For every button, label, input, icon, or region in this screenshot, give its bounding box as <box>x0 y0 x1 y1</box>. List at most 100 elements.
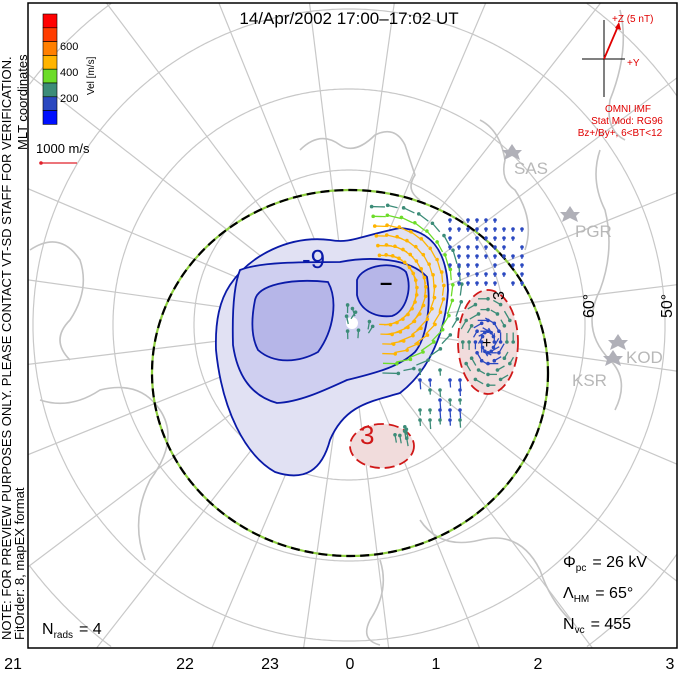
velocity-vector-origin <box>376 243 380 248</box>
velocity-vector <box>455 301 462 317</box>
velocity-vector-origin <box>428 246 432 251</box>
velocity-vector-origin <box>493 227 497 231</box>
potential-max-marker: + <box>482 335 491 352</box>
latitude-circle <box>112 88 586 562</box>
stats-panel: Φpc = 26 kV ΛHM = 65° Nvc = 455 Nrads = 4 <box>42 554 647 641</box>
map-area: -9 – 3 3 + SAS PGR KOD KSR 60° 50° <box>28 3 677 648</box>
colorbar-label: Vel [m/s] <box>86 56 97 95</box>
velocity-vector-origin <box>438 398 442 402</box>
velocity-vector-origin <box>435 257 439 262</box>
velocity-vector-origin <box>384 233 389 237</box>
mlt-tick-22: 22 <box>176 656 194 673</box>
velocity-vector-origin <box>492 321 497 326</box>
velocity-vector-origin <box>450 298 455 303</box>
velocity-vector-origin <box>475 236 479 240</box>
velocity-vector <box>429 247 437 259</box>
contour-label-positive-dawn: 3 <box>491 291 508 300</box>
velocity-vector <box>443 235 451 247</box>
preview-note: NOTE: FOR PREVIEW PURPOSES ONLY. PLEASE … <box>0 56 14 640</box>
velocity-vector-origin <box>405 238 409 243</box>
velocity-vector <box>408 351 424 359</box>
velocity-vector-origin <box>491 334 496 339</box>
velocity-vector-origin <box>448 218 452 222</box>
velocity-vector-origin <box>497 351 501 355</box>
velocity-vector-origin <box>385 203 390 208</box>
velocity-vector <box>386 224 400 229</box>
velocity-vector-origin <box>459 299 464 304</box>
velocity-vector-origin <box>374 234 379 238</box>
mlt-tick-1: 1 <box>432 656 441 673</box>
velocity-vector-origin <box>493 218 497 222</box>
velocity-vector-origin <box>451 248 455 253</box>
velocity-vector-origin <box>385 223 389 227</box>
velocity-vector-origin <box>458 398 462 402</box>
velocity-vector-origin <box>421 303 426 308</box>
velocity-vector-origin <box>433 284 437 288</box>
colorbar-tick-200: 200 <box>60 93 78 105</box>
velocity-vector-origin <box>486 372 490 377</box>
radar-site-icon <box>502 144 522 160</box>
velocity-vector-origin <box>419 326 423 331</box>
velocity-vector-origin <box>505 340 509 344</box>
velocity-vector-origin <box>435 240 439 244</box>
velocity-vector-origin <box>520 263 524 267</box>
velocity-vector-origin <box>484 227 488 231</box>
velocity-vector-origin <box>427 262 431 266</box>
velocity-vector-origin <box>423 294 428 299</box>
radar-label-sas: SAS <box>514 159 548 178</box>
velocity-vector-origin <box>502 254 506 258</box>
velocity-vector-origin <box>491 345 496 350</box>
velocity-vector-origin <box>467 340 471 344</box>
velocity-vector-origin <box>508 318 512 323</box>
velocity-vector-origin <box>421 252 426 257</box>
velocity-vector <box>436 259 442 272</box>
velocity-vector-origin <box>448 236 452 240</box>
velocity-vector-origin <box>388 322 393 327</box>
velocity-vector-origin <box>411 333 415 338</box>
velocity-vector-origin <box>377 253 382 258</box>
colorbar-segment <box>42 68 58 84</box>
velocity-vector-origin <box>425 333 430 337</box>
velocity-vector-origin <box>497 329 501 334</box>
velocity-vector-origin <box>457 272 461 276</box>
velocity-vector-origin <box>475 254 479 258</box>
velocity-vector-origin <box>430 221 435 226</box>
velocity-vector-origin <box>502 236 506 240</box>
stat-n-vc: Nvc = 455 <box>563 616 631 636</box>
radar-sites <box>502 144 628 366</box>
colorbar-segment <box>42 41 58 56</box>
velocity-vector <box>431 329 444 342</box>
velocity-vector-origin <box>384 243 389 247</box>
radar-label-pgr: PGR <box>575 222 612 241</box>
velocity-vector-origin <box>390 254 395 258</box>
velocity-vector-origin <box>403 425 407 429</box>
velocity-vector-origin <box>475 218 479 222</box>
velocity-vector <box>428 263 433 275</box>
velocity-vector-origin <box>419 237 424 241</box>
velocity-vector-origin <box>486 297 490 301</box>
velocity-vector-origin <box>469 324 474 328</box>
velocity-vector-origin <box>484 218 488 222</box>
velocity-vector-origin <box>511 236 515 240</box>
velocity-vector-origin <box>484 272 488 276</box>
velocity-vector-origin <box>466 245 470 249</box>
velocity-vector-origin <box>469 356 474 361</box>
mlt-tick-21: 21 <box>4 656 22 673</box>
velocity-vector-origin <box>413 278 418 283</box>
velocity-vector-origin <box>396 371 401 376</box>
velocity-vector-origin <box>438 347 443 351</box>
velocity-vector <box>438 298 445 312</box>
velocity-vector-origin <box>457 281 461 285</box>
radar-label-ksr: KSR <box>572 371 607 390</box>
velocity-vector <box>432 311 441 325</box>
mlt-tick-3: 3 <box>666 656 675 673</box>
latitude-circle <box>32 8 666 642</box>
velocity-vector-origin <box>371 214 375 219</box>
velocity-vector <box>446 300 453 315</box>
velocity-vector-origin <box>418 378 422 382</box>
velocity-vector <box>387 214 403 220</box>
velocity-vector-origin <box>405 348 409 352</box>
velocity-vector-origin <box>447 313 451 318</box>
velocity-vector-origin <box>448 418 452 422</box>
velocity-vector-origin <box>448 378 452 382</box>
